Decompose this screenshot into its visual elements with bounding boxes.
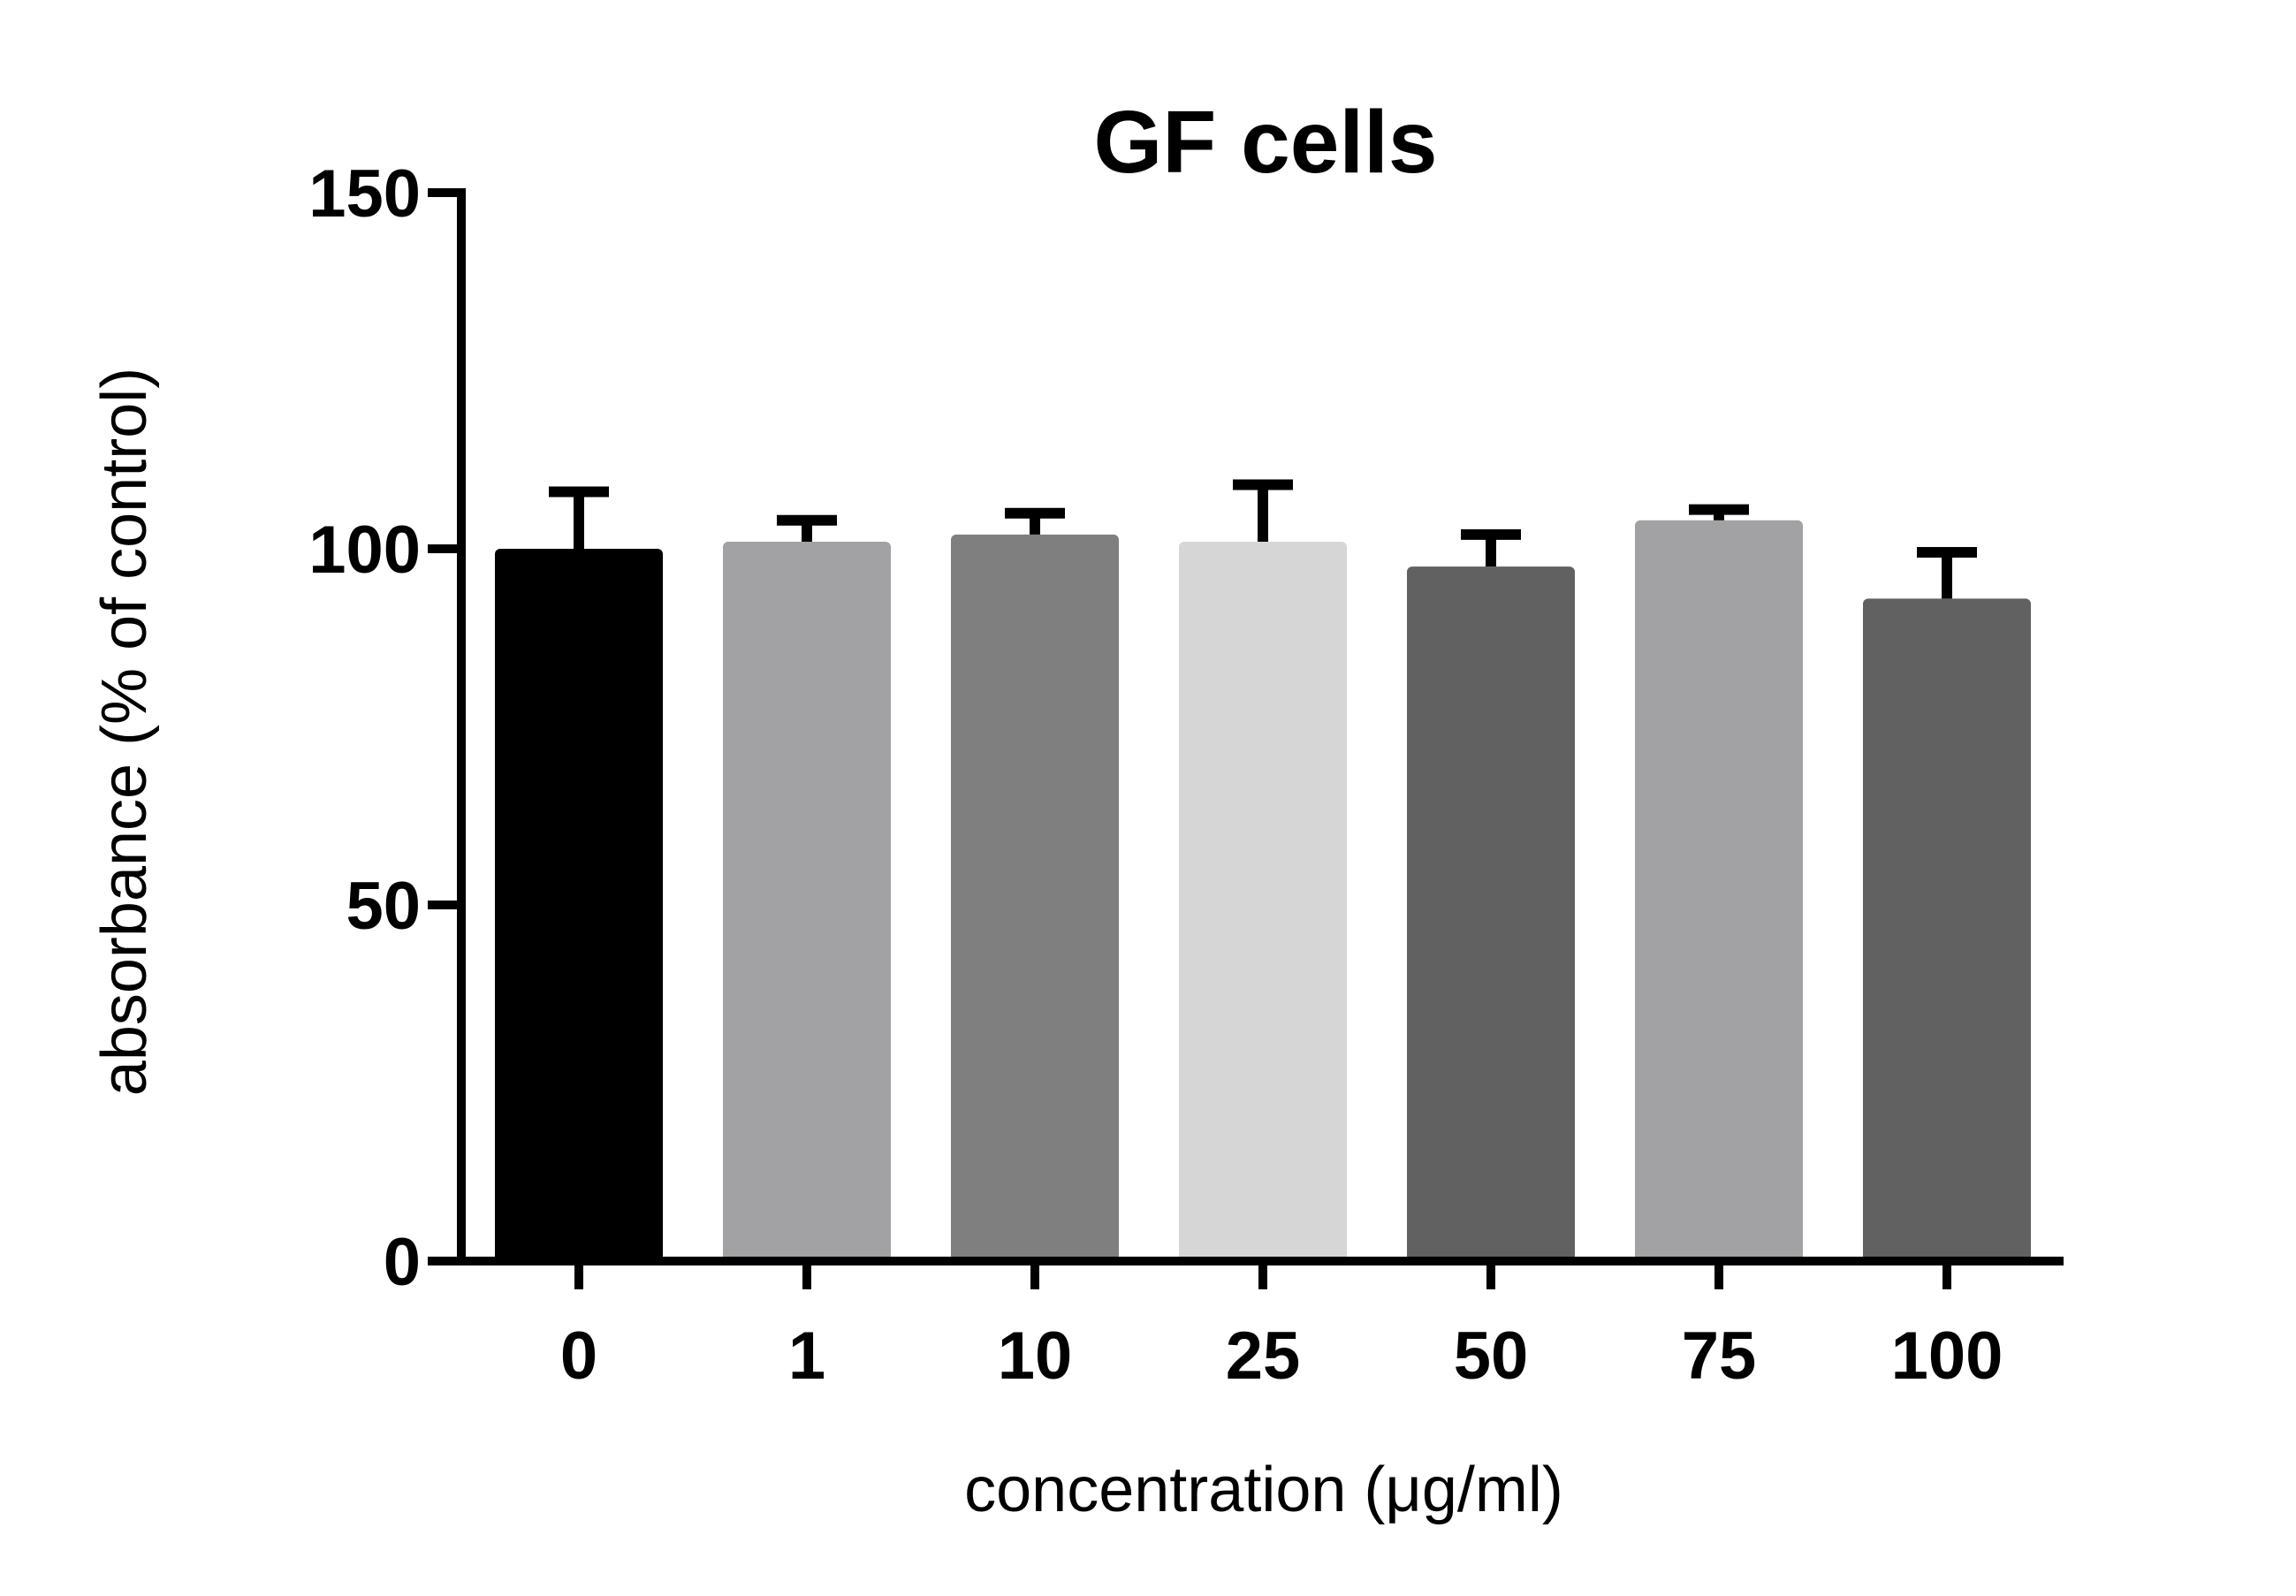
axes-group bbox=[428, 188, 2064, 1289]
bar-100 bbox=[1863, 598, 2031, 1261]
bar-10 bbox=[951, 534, 1119, 1261]
x-tick-label-75: 75 bbox=[1682, 1319, 1757, 1394]
error-bars-group bbox=[549, 479, 1977, 599]
bar-75 bbox=[1635, 520, 1803, 1261]
chart-title: GF cells bbox=[1093, 93, 1437, 192]
y-tick-label-0: 0 bbox=[384, 1225, 421, 1300]
y-tick-label-50: 50 bbox=[346, 869, 421, 944]
x-tick-label-25: 25 bbox=[1226, 1319, 1301, 1394]
bar-0 bbox=[495, 549, 663, 1261]
x-tick-label-1: 1 bbox=[788, 1319, 825, 1394]
x-axis-label: concentration (μg/ml) bbox=[964, 1455, 1563, 1525]
x-tick-label-10: 10 bbox=[998, 1319, 1073, 1394]
tick-labels-group: 0 1 10 25 50 75 100 0 50 100 150 bbox=[308, 156, 2003, 1394]
x-tick-label-100: 100 bbox=[1891, 1319, 2003, 1394]
bar-1 bbox=[723, 541, 891, 1261]
bar-50 bbox=[1407, 566, 1575, 1261]
y-axis-label: absorbance (% of control) bbox=[89, 368, 160, 1096]
x-tick-label-0: 0 bbox=[560, 1319, 597, 1394]
y-tick-label-150: 150 bbox=[308, 156, 421, 232]
y-tick-label-100: 100 bbox=[308, 513, 421, 588]
x-tick-label-50: 50 bbox=[1454, 1319, 1529, 1394]
bar-25 bbox=[1179, 541, 1347, 1261]
bars-group bbox=[495, 520, 2031, 1261]
